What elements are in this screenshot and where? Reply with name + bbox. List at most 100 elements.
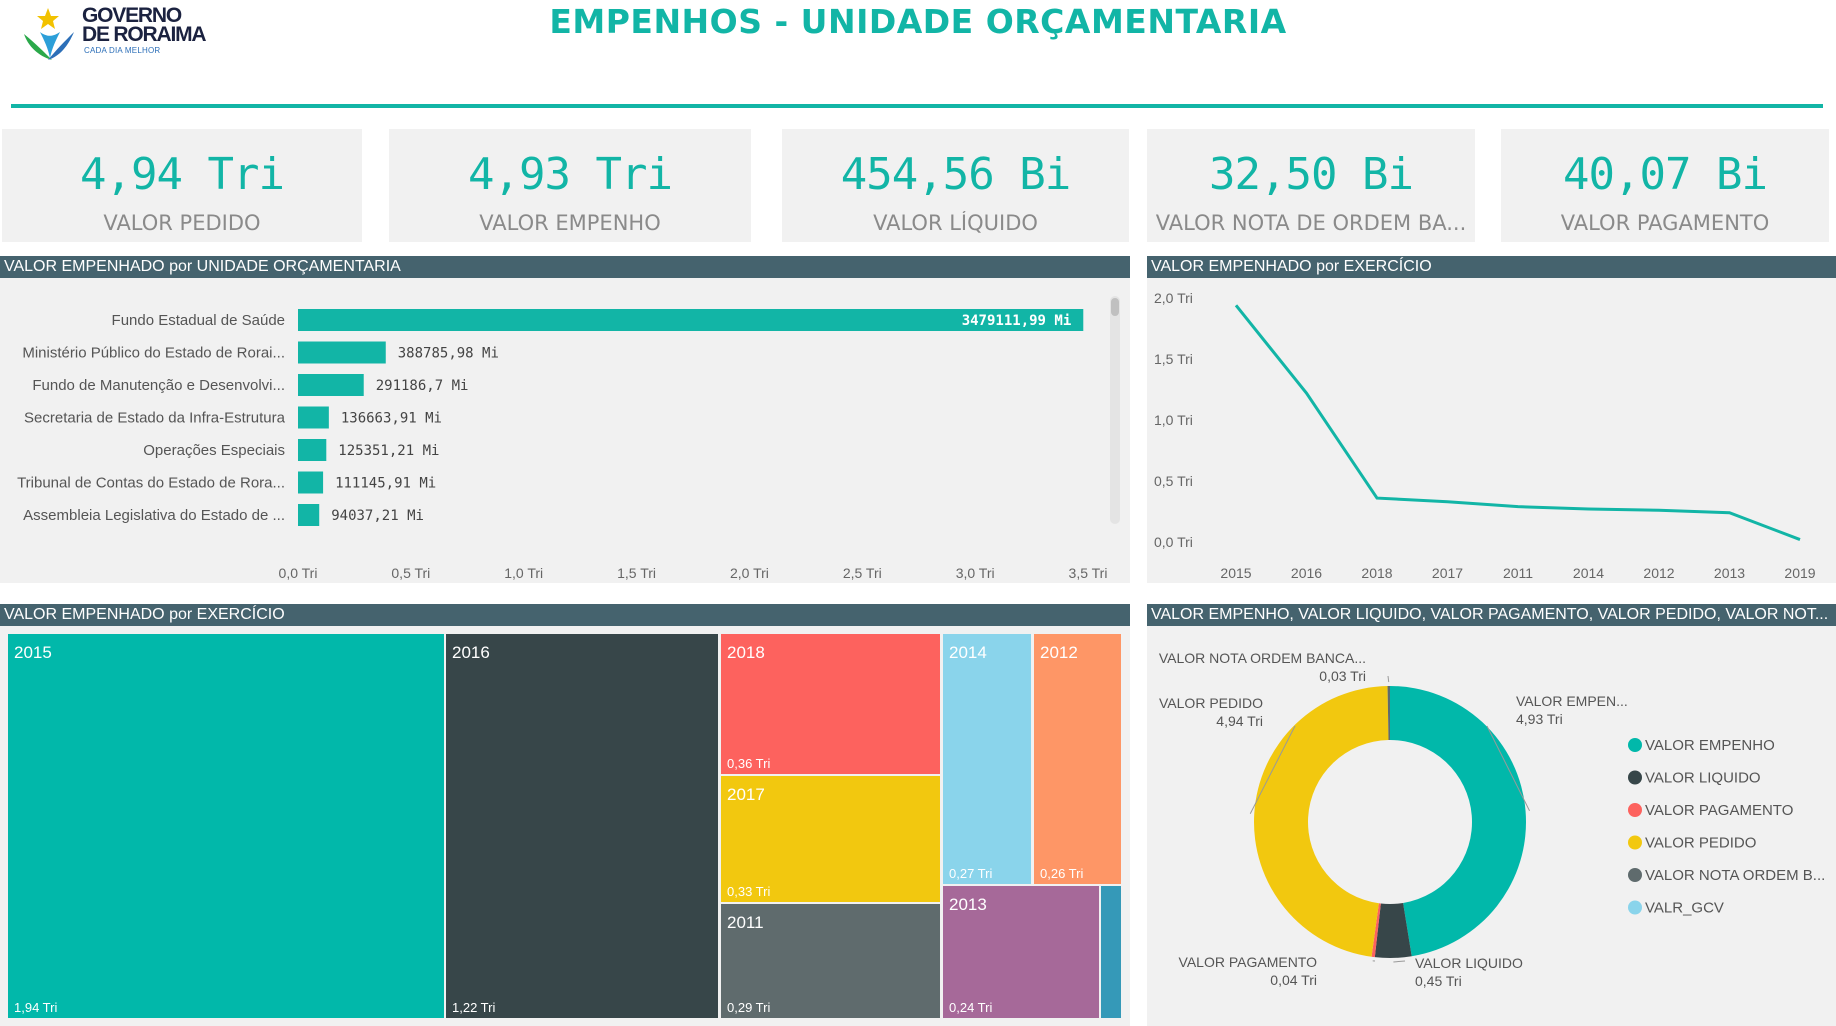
category-label: Tribunal de Contas do Estado de Rora... [17, 475, 285, 492]
treemap-tile-name: 2018 [727, 643, 765, 662]
scrollbar-thumb[interactable] [1111, 298, 1119, 316]
legend-label: VALR_GCV [1645, 900, 1724, 917]
bar-data-label: 136663,91 Mi [341, 411, 442, 427]
y-tick-label: 1,5 Tri [1154, 351, 1193, 367]
logo-line-1: GOVERNO [82, 4, 182, 27]
category-label: Ministério Público do Estado de Rorai... [22, 345, 285, 362]
donut-slice [1387, 686, 1390, 741]
bar [298, 406, 329, 429]
x-tick-label: 0,0 Tri [279, 565, 318, 581]
kpi-card-valor-liquido[interactable]: 454,56 Bi VALOR LÍQUIDO [782, 129, 1129, 242]
kpi-card-valor-pagamento[interactable]: 40,07 Bi VALOR PAGAMENTO [1501, 129, 1829, 242]
x-tick-label: 2015 [1220, 565, 1251, 581]
legend-marker [1628, 868, 1642, 882]
treemap-tile-name: 2012 [1040, 643, 1078, 662]
treemap-tile-value: 1,22 Tri [452, 1000, 495, 1015]
callout-value: 4,93 Tri [1516, 711, 1563, 727]
callout-name: VALOR EMPEN... [1516, 693, 1628, 709]
panel-title: VALOR EMPENHADO por EXERCÍCIO [0, 604, 1130, 626]
x-tick-label: 2013 [1714, 565, 1745, 581]
category-label: Secretaria de Estado da Infra-Estrutura [24, 410, 286, 427]
kpi-label: VALOR NOTA DE ORDEM BA... [1155, 211, 1467, 235]
x-tick-label: 2017 [1432, 565, 1463, 581]
scrollbar-track[interactable] [1110, 296, 1120, 524]
bar [298, 504, 320, 526]
y-tick-label: 0,0 Tri [1154, 534, 1193, 550]
treemap-panel[interactable]: VALOR EMPENHADO por EXERCÍCIO 2015 1,94 T… [0, 604, 1130, 1026]
donut-slice [1374, 902, 1412, 958]
callout-value: 0,04 Tri [1270, 972, 1317, 988]
donut-slice [1371, 903, 1381, 958]
treemap-tile [1101, 886, 1121, 1018]
x-tick-label: 1,0 Tri [504, 565, 543, 581]
callout-leader [1393, 960, 1406, 963]
callout-leader [1486, 725, 1530, 812]
legend-marker [1628, 803, 1642, 817]
treemap-tile-value: 0,27 Tri [949, 866, 992, 881]
panel-title: VALOR EMPENHADO por UNIDADE ORÇAMENTARIA [0, 256, 1130, 278]
legend-marker [1628, 835, 1642, 850]
bar-data-label: 3479111,99 Mi [962, 313, 1072, 329]
donut-slice [1390, 686, 1526, 957]
bar-data-label: 125351,21 Mi [338, 443, 439, 459]
treemap-tile-value: 0,33 Tri [727, 884, 770, 899]
bar-chart-panel[interactable]: VALOR EMPENHADO por UNIDADE ORÇAMENTARIA… [0, 256, 1130, 583]
treemap-tile [943, 886, 1099, 1018]
callout-name: VALOR NOTA ORDEM BANCA... [1159, 650, 1366, 666]
callout-name: VALOR PAGAMENTO [1179, 954, 1318, 970]
treemap-tile-value: 0,36 Tri [727, 756, 770, 771]
kpi-value: 4,93 Tri [468, 149, 673, 200]
bar-data-label: 291186,7 Mi [376, 378, 469, 394]
treemap-tile [446, 634, 718, 1018]
bar [298, 309, 1084, 331]
kpi-card-valor-empenho[interactable]: 4,93 Tri VALOR EMPENHO [389, 129, 751, 242]
bar [298, 374, 364, 396]
kpi-value: 454,56 Bi [840, 149, 1071, 200]
x-tick-label: 2012 [1643, 565, 1674, 581]
treemap-tile-name: 2015 [14, 643, 52, 662]
legend-label: VALOR EMPENHO [1645, 737, 1775, 754]
callout-value: 0,45 Tri [1415, 973, 1462, 989]
treemap-tile [943, 634, 1031, 884]
donut-slice [1254, 686, 1389, 957]
category-label: Assembleia Legislativa do Estado de ... [23, 507, 285, 524]
legend-label: VALOR PAGAMENTO [1645, 802, 1793, 819]
treemap-tile-name: 2017 [727, 785, 765, 804]
donut-panel[interactable]: VALOR EMPENHO, VALOR LIQUIDO, VALOR PAGA… [1147, 604, 1836, 1026]
kpi-value: 40,07 Bi [1563, 149, 1768, 200]
x-tick-label: 2019 [1784, 565, 1815, 581]
bar-data-label: 111145,91 Mi [335, 476, 436, 492]
treemap-chart: 2015 1,94 Tri 2016 1,22 Tri 2018 0,36 Tri 2017… [8, 634, 1121, 1018]
legend-marker [1628, 900, 1642, 915]
y-tick-label: 0,5 Tri [1154, 473, 1193, 489]
logo-tagline: CADA DIA MELHOR [84, 46, 161, 55]
category-label: Fundo de Manutenção e Desenvolvi... [32, 377, 285, 394]
bar-data-label: 388785,98 Mi [398, 346, 499, 362]
legend-marker [1628, 738, 1642, 752]
kpi-label: VALOR PEDIDO [103, 211, 261, 235]
callout-leader [1249, 725, 1296, 814]
legend-label: VALOR NOTA ORDEM B... [1645, 867, 1825, 884]
treemap-tile-name: 2013 [949, 895, 987, 914]
line-chart-panel[interactable]: VALOR EMPENHADO por EXERCÍCIO 0,0 Tri 0,5… [1147, 256, 1836, 583]
kpi-card-valor-nota-ordem[interactable]: 32,50 Bi VALOR NOTA DE ORDEM BA... [1147, 129, 1475, 242]
legend-label: VALOR PEDIDO [1645, 835, 1756, 852]
callout-value: 4,94 Tri [1216, 713, 1263, 729]
callout-value: 0,03 Tri [1319, 668, 1366, 684]
callout-leader [1387, 675, 1390, 683]
kpi-value: 4,94 Tri [80, 149, 285, 200]
kpi-value: 32,50 Bi [1209, 149, 1414, 200]
line-chart: 0,0 Tri 0,5 Tri 1,0 Tri 1,5 Tri 2,0 Tri 2015 2… [1154, 290, 1816, 581]
x-tick-label: 0,5 Tri [391, 565, 430, 581]
logo-wordmark: GOVERNO DE RORAIMA [82, 4, 207, 45]
treemap-tile-value: 0,24 Tri [949, 1000, 992, 1015]
roraima-emblem-icon [24, 8, 74, 60]
treemap-tile [721, 634, 940, 774]
legend-marker [1628, 770, 1642, 785]
callout-name: VALOR PEDIDO [1159, 695, 1263, 711]
page-title: EMPENHOS - UNIDADE ORÇAMENTARIA [549, 2, 1287, 41]
x-tick-label: 3,0 Tri [956, 565, 995, 581]
kpi-card-valor-pedido[interactable]: 4,94 Tri VALOR PEDIDO [2, 129, 362, 242]
x-tick-label: 2,5 Tri [843, 565, 882, 581]
